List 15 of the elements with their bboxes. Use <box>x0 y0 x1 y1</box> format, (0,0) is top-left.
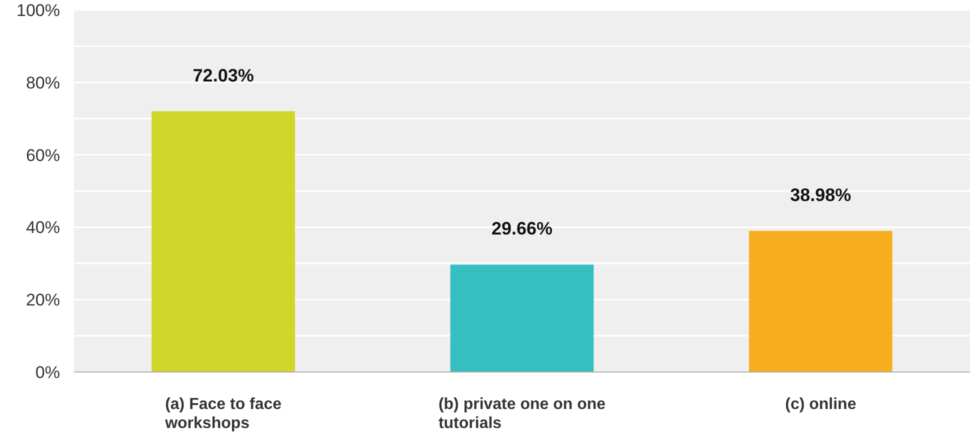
bar <box>152 111 296 372</box>
x-tick-label: (c) online <box>785 396 856 413</box>
bar <box>748 230 892 372</box>
bar <box>450 264 594 372</box>
y-tick-label: 20% <box>26 290 60 310</box>
y-tick-label: 0% <box>35 362 60 382</box>
data-label: 72.03% <box>192 65 254 86</box>
y-tick-label: 100% <box>16 0 60 20</box>
y-tick-label: 60% <box>26 146 60 165</box>
data-label: 38.98% <box>790 184 852 205</box>
y-tick-label: 40% <box>26 218 60 238</box>
x-tick-label: (b) private one on one tutorials <box>438 396 606 432</box>
x-tick-label: (a) Face to face workshops <box>164 396 282 432</box>
y-tick-label: 80% <box>26 73 60 92</box>
data-label: 29.66% <box>491 218 553 239</box>
